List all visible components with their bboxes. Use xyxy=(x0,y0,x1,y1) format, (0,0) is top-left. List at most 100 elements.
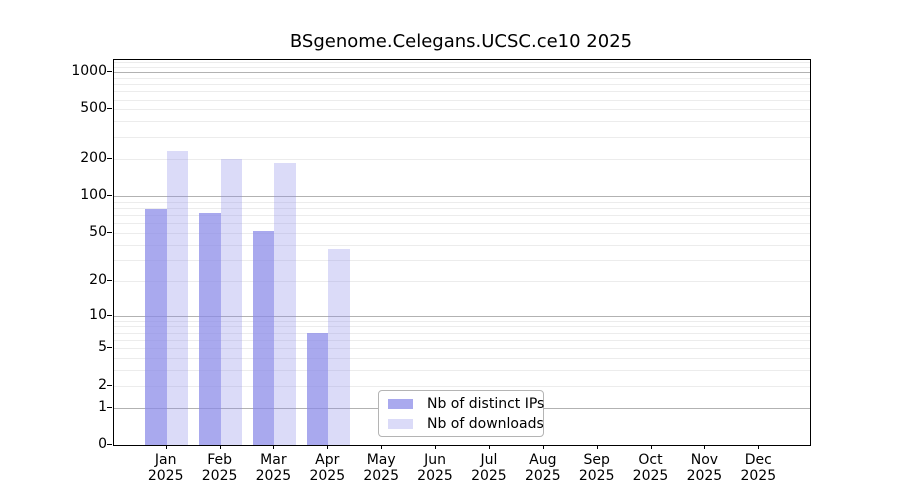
y-tick-mark xyxy=(107,71,112,72)
x-tick-year: 2025 xyxy=(147,468,184,484)
x-tick-month: Feb xyxy=(207,452,232,468)
gridline-minor xyxy=(114,62,810,64)
bar-downloads-mar xyxy=(274,162,297,445)
x-tick-year: 2025 xyxy=(686,468,723,484)
y-tick-mark xyxy=(107,194,112,196)
bar-distinct-ips-feb xyxy=(198,213,221,445)
y-tick-label: 0 xyxy=(98,436,107,452)
x-tick-mark xyxy=(704,445,706,449)
y-tick-label: 2 xyxy=(98,376,107,393)
gridline-minor xyxy=(114,136,810,138)
y-tick-mark xyxy=(107,406,112,408)
gridline-minor xyxy=(114,66,810,68)
x-tick-month: Jul xyxy=(480,452,498,468)
y-tick-mark xyxy=(107,314,112,316)
y-tick-label: 20 xyxy=(89,271,107,288)
y-tick-label: 200 xyxy=(80,149,107,166)
y-tick-mark xyxy=(107,108,112,110)
x-tick-year: 2025 xyxy=(309,468,346,484)
legend-label-downloads: Nb of downloads xyxy=(427,415,544,432)
gridline-major xyxy=(114,195,810,197)
x-tick-year: 2025 xyxy=(363,468,399,484)
x-tick-month: Dec xyxy=(744,452,772,468)
y-tick-label: 10 xyxy=(89,306,107,323)
x-tick-mark xyxy=(542,445,544,449)
x-tick-label: Dec 2025 xyxy=(726,452,790,484)
y-tick-label: 1 xyxy=(98,398,107,415)
gridline-minor xyxy=(114,121,810,123)
x-tick-mark xyxy=(219,445,221,449)
legend-label-distinct-ips: Nb of distinct IPs xyxy=(427,395,545,412)
gridline-major xyxy=(114,72,810,73)
gridline-minor xyxy=(114,201,810,203)
y-tick-label: 5 xyxy=(98,339,107,356)
x-tick-year: 2025 xyxy=(524,468,561,484)
x-tick-label: Aug 2025 xyxy=(511,452,575,484)
x-tick-label: Jun 2025 xyxy=(403,452,467,484)
y-tick-mark xyxy=(107,231,112,233)
y-tick-mark xyxy=(107,384,112,386)
x-tick-mark xyxy=(435,445,436,449)
x-tick-month: Apr xyxy=(315,452,340,468)
x-tick-mark xyxy=(327,445,329,449)
x-tick-mark xyxy=(273,445,275,449)
bar-downloads-apr xyxy=(328,248,351,445)
chart-title: BSgenome.Celegans.UCSC.ce10 2025 xyxy=(289,31,633,52)
bar-distinct-ips-mar xyxy=(252,230,275,445)
gridline-minor xyxy=(114,109,810,111)
x-tick-month: Sep xyxy=(583,452,610,468)
y-tick-mark xyxy=(107,347,112,349)
gridline-minor xyxy=(114,158,810,160)
y-tick-mark xyxy=(107,444,112,445)
x-tick-month: Nov xyxy=(690,452,719,468)
gridline-minor xyxy=(114,207,810,209)
y-tick-label: 1000 xyxy=(71,63,107,79)
x-tick-year: 2025 xyxy=(471,468,507,484)
x-tick-label: Oct 2025 xyxy=(619,452,683,484)
x-tick-label: Sep 2025 xyxy=(565,452,629,484)
legend: Nb of distinct IPs Nb of downloads xyxy=(378,390,544,437)
gridline-minor xyxy=(114,84,810,86)
y-tick-mark xyxy=(107,279,112,281)
x-tick-month: Oct xyxy=(638,452,663,468)
bar-downloads-jan xyxy=(166,151,189,445)
x-tick-mark xyxy=(758,445,760,449)
x-tick-month: Jan xyxy=(154,452,177,468)
y-tick-label: 500 xyxy=(80,100,107,117)
legend-swatch-distinct-ips xyxy=(388,398,413,409)
x-tick-month: Aug xyxy=(529,452,557,468)
legend-entry-downloads: Nb of downloads xyxy=(388,416,544,432)
x-tick-year: 2025 xyxy=(201,468,238,484)
x-tick-month: Mar xyxy=(260,452,287,468)
x-tick-month: May xyxy=(366,452,396,468)
x-tick-label: May 2025 xyxy=(349,452,413,484)
x-tick-year: 2025 xyxy=(255,468,292,484)
x-tick-label: Mar 2025 xyxy=(241,452,305,484)
x-tick-year: 2025 xyxy=(417,468,453,484)
x-tick-month: Jun xyxy=(424,452,446,468)
x-tick-year: 2025 xyxy=(740,468,777,484)
x-tick-label: Jul 2025 xyxy=(457,452,521,484)
x-tick-mark xyxy=(165,445,167,449)
gridline-minor xyxy=(114,91,810,93)
y-tick-mark xyxy=(107,157,112,159)
gridline-minor xyxy=(114,77,810,79)
bar-distinct-ips-jan xyxy=(144,209,167,445)
y-tick-label: 100 xyxy=(80,186,107,203)
x-tick-label: Feb 2025 xyxy=(188,452,252,484)
x-tick-mark xyxy=(650,445,652,449)
x-tick-label: Apr 2025 xyxy=(295,452,359,484)
x-tick-label: Nov 2025 xyxy=(672,452,736,484)
x-tick-year: 2025 xyxy=(632,468,669,484)
legend-swatch-downloads xyxy=(388,418,413,429)
x-tick-label: Jan 2025 xyxy=(134,452,198,484)
legend-entry-distinct-ips: Nb of distinct IPs xyxy=(388,396,544,412)
plot-area xyxy=(113,59,811,446)
gridline-minor xyxy=(114,99,810,101)
x-tick-mark xyxy=(596,445,598,449)
y-tick-label: 50 xyxy=(89,223,107,240)
x-tick-mark xyxy=(488,445,490,449)
bar-distinct-ips-apr xyxy=(306,332,329,445)
x-tick-year: 2025 xyxy=(578,468,615,484)
